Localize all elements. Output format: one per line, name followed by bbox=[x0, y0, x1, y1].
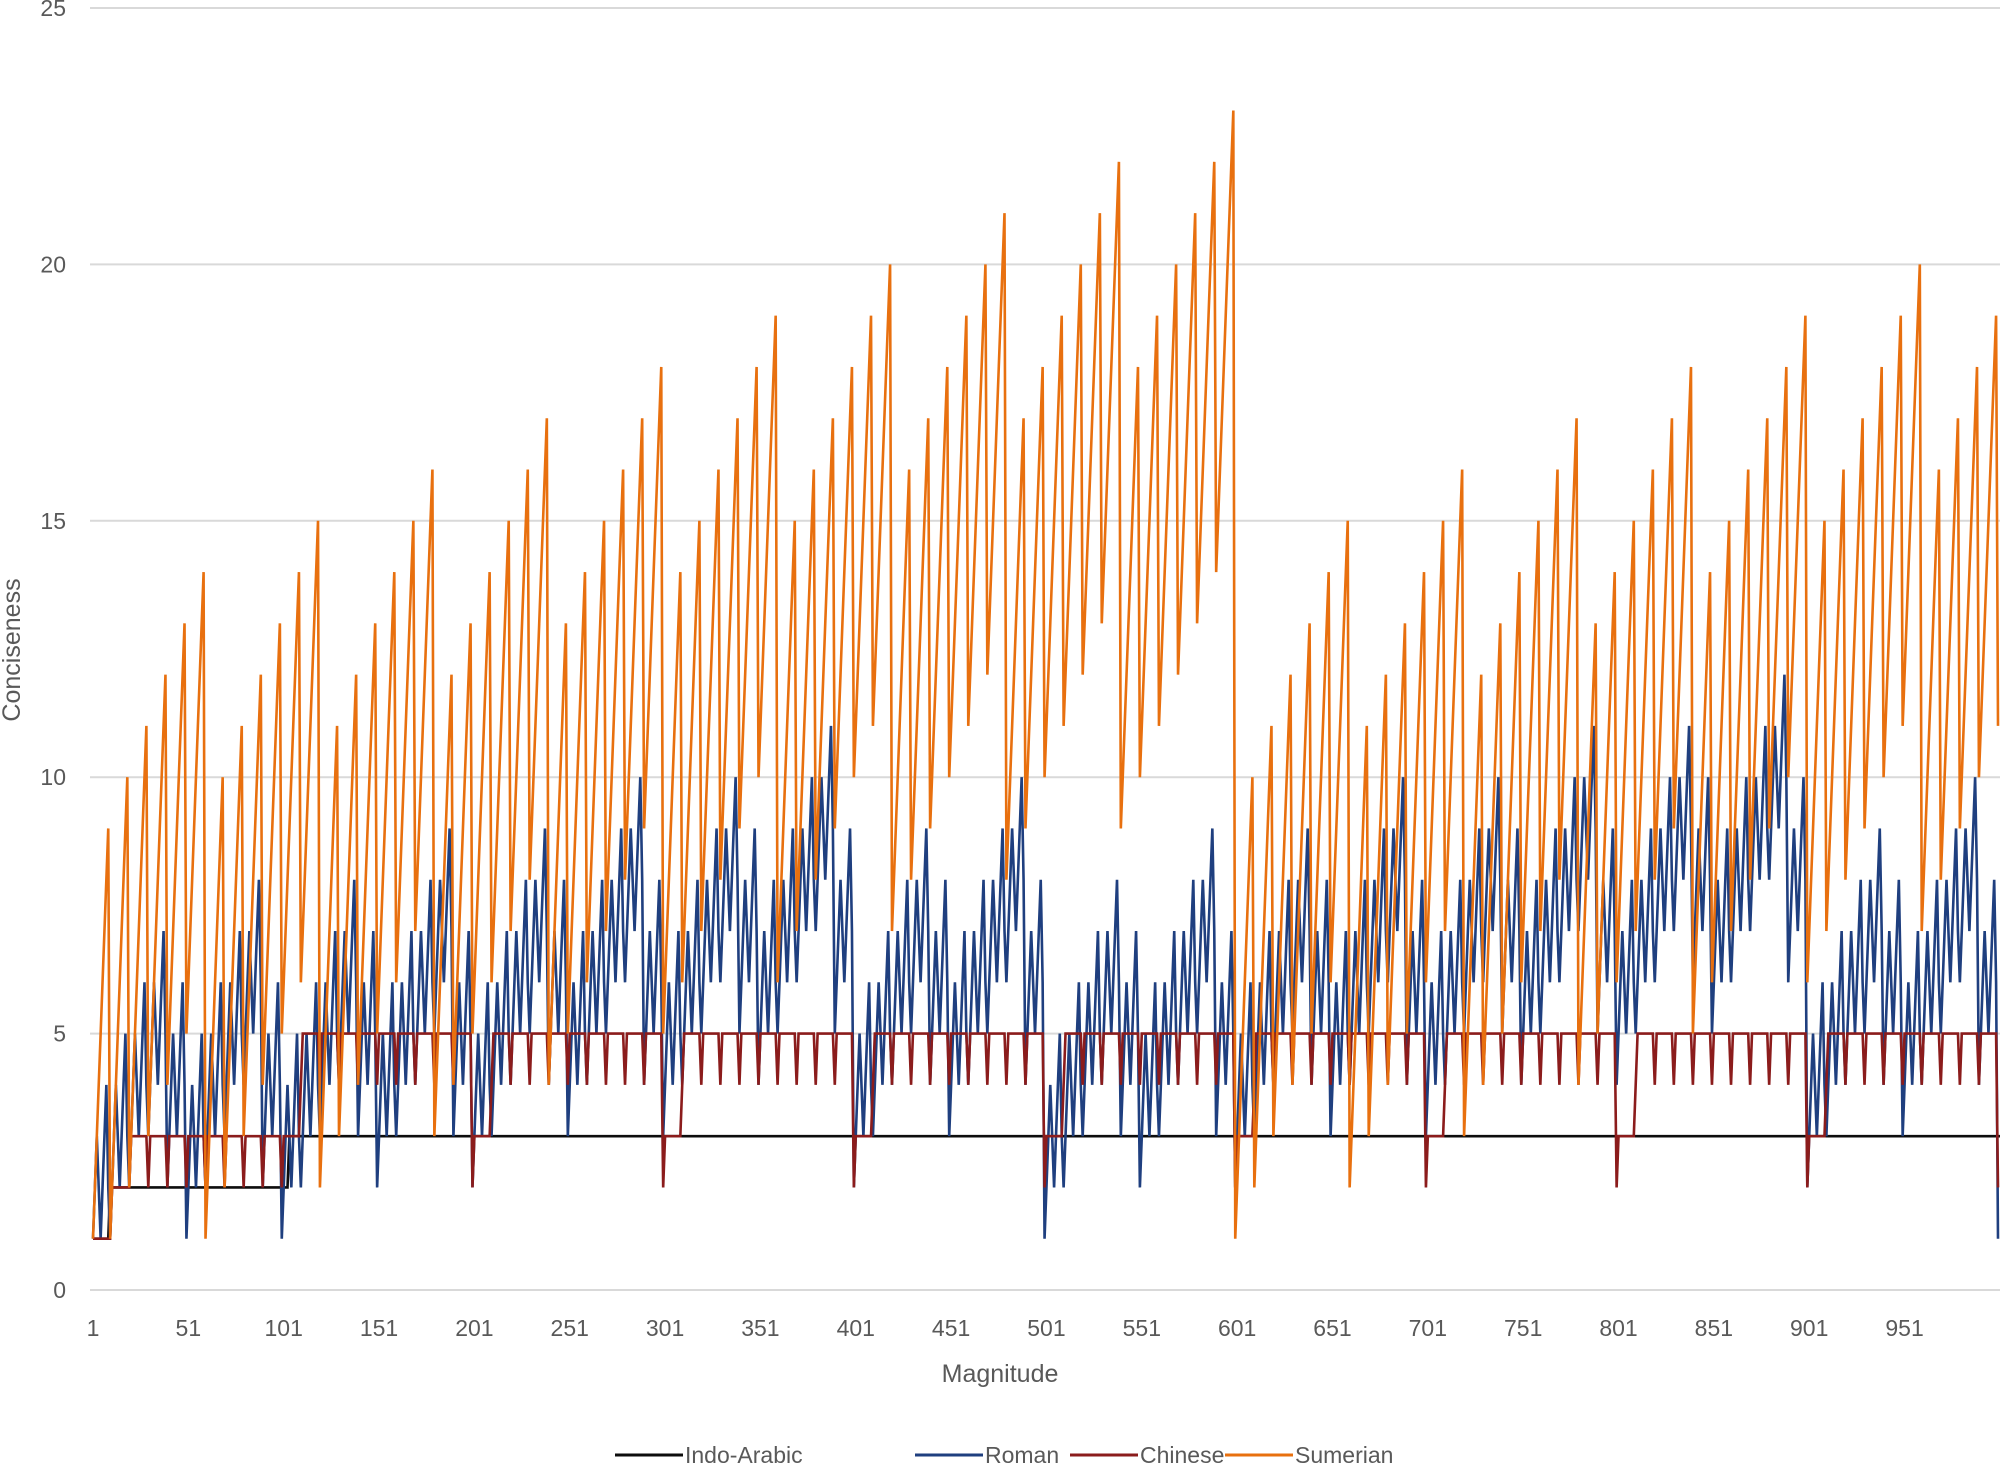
x-tick-label: 401 bbox=[837, 1315, 875, 1341]
series-lines bbox=[91, 110, 2000, 1241]
legend-label: Chinese bbox=[1140, 1442, 1224, 1463]
x-tick-label: 751 bbox=[1504, 1315, 1542, 1341]
y-tick-label: 5 bbox=[53, 1021, 66, 1047]
x-tick-label: 851 bbox=[1695, 1315, 1733, 1341]
legend-item-indo-arabic[interactable]: Indo-Arabic bbox=[615, 1442, 803, 1463]
series-line-chinese bbox=[93, 1032, 2000, 1241]
x-tick-label: 901 bbox=[1790, 1315, 1828, 1341]
y-axis-ticks: 0 5 10 15 20 25 bbox=[40, 0, 66, 1303]
x-tick-label: 301 bbox=[646, 1315, 684, 1341]
y-tick-label: 10 bbox=[40, 764, 66, 790]
x-tick-label: 501 bbox=[1027, 1315, 1065, 1341]
x-tick-label: 251 bbox=[551, 1315, 589, 1341]
legend-item-roman[interactable]: Roman bbox=[915, 1442, 1059, 1463]
y-tick-label: 20 bbox=[40, 251, 66, 277]
legend-label: Indo-Arabic bbox=[685, 1442, 803, 1463]
series-line-sumerian bbox=[91, 110, 2000, 1239]
x-tick-label: 1 bbox=[87, 1315, 100, 1341]
legend-item-sumerian[interactable]: Sumerian bbox=[1225, 1442, 1393, 1463]
y-tick-label: 15 bbox=[40, 508, 66, 534]
x-axis-ticks: 1 51 101 151 201 251 301 351 401 451 501 551 601 651 7… bbox=[87, 1315, 1924, 1341]
x-tick-label: 701 bbox=[1409, 1315, 1447, 1341]
x-tick-label: 201 bbox=[455, 1315, 493, 1341]
series-line-roman bbox=[91, 674, 2000, 1239]
x-tick-label: 51 bbox=[176, 1315, 202, 1341]
x-tick-label: 151 bbox=[360, 1315, 398, 1341]
x-tick-label: 801 bbox=[1599, 1315, 1637, 1341]
x-tick-label: 451 bbox=[932, 1315, 970, 1341]
x-tick-label: 351 bbox=[741, 1315, 779, 1341]
x-tick-label: 601 bbox=[1218, 1315, 1256, 1341]
legend-label: Sumerian bbox=[1295, 1442, 1393, 1463]
x-tick-label: 651 bbox=[1313, 1315, 1351, 1341]
y-tick-label: 0 bbox=[53, 1277, 66, 1303]
x-tick-label: 551 bbox=[1123, 1315, 1161, 1341]
x-tick-label: 951 bbox=[1885, 1315, 1923, 1341]
legend-label: Roman bbox=[985, 1442, 1059, 1463]
x-tick-label: 101 bbox=[265, 1315, 303, 1341]
y-tick-label: 25 bbox=[40, 0, 66, 21]
y-axis-title: Conciseness bbox=[0, 578, 26, 721]
legend-item-chinese[interactable]: Chinese bbox=[1070, 1442, 1224, 1463]
x-axis-title: Magnitude bbox=[942, 1360, 1059, 1388]
legend: Indo-Arabic Roman Chinese Sumerian bbox=[615, 1442, 1393, 1463]
